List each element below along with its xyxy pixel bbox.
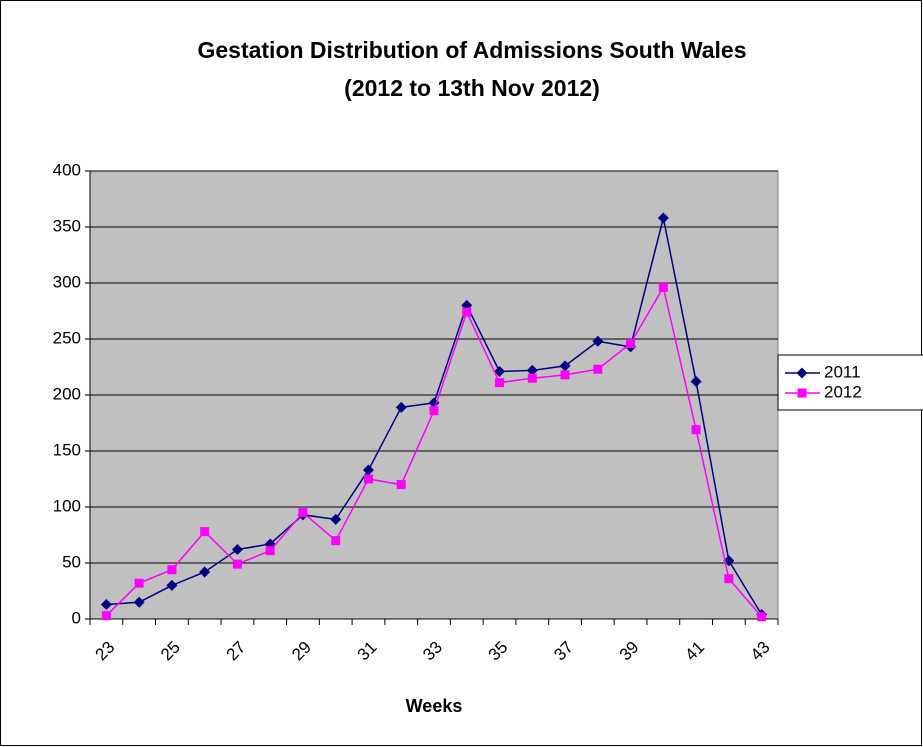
- marker: [231, 544, 243, 556]
- marker: [331, 536, 341, 546]
- marker: [657, 212, 669, 224]
- legend-label: 2012: [824, 382, 862, 401]
- marker: [232, 559, 242, 569]
- marker: [330, 513, 342, 525]
- y-tick-label: 200: [53, 384, 81, 403]
- legend-label: 2011: [824, 362, 861, 381]
- marker: [797, 388, 807, 398]
- marker: [298, 508, 308, 518]
- y-tick-label: 0: [72, 608, 81, 627]
- marker: [796, 367, 808, 379]
- marker: [559, 360, 571, 372]
- marker: [526, 364, 538, 376]
- marker: [690, 376, 702, 388]
- y-tick-label: 400: [53, 160, 81, 179]
- y-tick-label: 350: [53, 216, 81, 235]
- marker: [691, 425, 701, 435]
- y-tick-label: 250: [53, 328, 81, 347]
- marker: [658, 282, 668, 292]
- chart-title: Gestation Distribution of Admissions Sou…: [197, 37, 746, 63]
- marker: [494, 365, 506, 377]
- marker: [134, 578, 144, 588]
- marker: [462, 307, 472, 317]
- marker: [593, 364, 603, 374]
- marker: [396, 480, 406, 490]
- y-tick-label: 300: [53, 272, 81, 291]
- marker: [429, 406, 439, 416]
- marker: [265, 546, 275, 556]
- marker: [626, 338, 636, 348]
- marker: [527, 373, 537, 383]
- x-axis-label: Weeks: [406, 696, 463, 716]
- y-tick-label: 50: [62, 552, 81, 571]
- marker: [363, 474, 373, 484]
- y-tick-label: 150: [53, 440, 81, 459]
- marker: [133, 596, 145, 608]
- marker: [199, 566, 211, 578]
- y-tick-label: 100: [53, 496, 81, 515]
- marker: [495, 378, 505, 388]
- marker: [592, 335, 604, 347]
- marker: [395, 401, 407, 413]
- marker: [724, 574, 734, 584]
- marker: [200, 527, 210, 537]
- marker: [560, 370, 570, 380]
- marker: [166, 579, 178, 591]
- marker: [100, 598, 112, 610]
- marker: [362, 464, 374, 476]
- chart-title: (2012 to 13th Nov 2012): [344, 75, 600, 101]
- marker: [167, 565, 177, 575]
- marker: [101, 611, 111, 621]
- legend-box: [777, 354, 923, 411]
- marker: [757, 612, 767, 622]
